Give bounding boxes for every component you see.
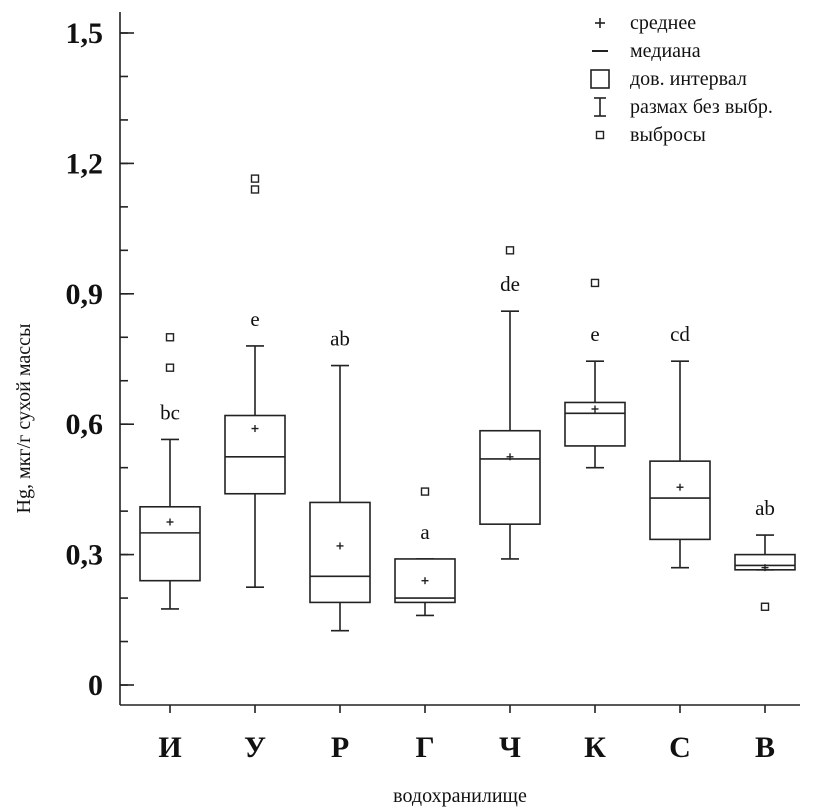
outlier-point bbox=[590, 278, 600, 288]
group-letter: ab bbox=[755, 496, 775, 520]
outlier-point bbox=[165, 363, 175, 372]
group-letter: e bbox=[250, 307, 259, 331]
box-И: bc bbox=[139, 333, 201, 610]
legend-label: медиана bbox=[630, 40, 701, 62]
x-tick-label: В bbox=[755, 731, 775, 764]
iqr-box bbox=[564, 401, 626, 447]
axes bbox=[119, 12, 800, 706]
box-Ч: de bbox=[479, 246, 541, 560]
box-Р: ab bbox=[309, 327, 371, 632]
outlier-point bbox=[760, 602, 770, 611]
legend-item-plus: среднее bbox=[595, 12, 696, 34]
x-tick-label: К bbox=[584, 731, 606, 764]
box-В: ab bbox=[734, 496, 796, 611]
box-Г: a bbox=[394, 487, 456, 617]
group-letter: ab bbox=[330, 327, 350, 351]
iqr-box bbox=[649, 460, 711, 541]
iqr-box bbox=[139, 505, 201, 582]
y-tick-label: 1,5 bbox=[66, 17, 104, 50]
box-К: e bbox=[564, 278, 626, 469]
legend-label: дов. интервал bbox=[630, 68, 747, 90]
legend: среднее медиана дов. интервал размах без вы… bbox=[590, 12, 773, 146]
y-tick-label: 0,6 bbox=[66, 408, 104, 441]
group-letter: a bbox=[420, 520, 430, 544]
group-letter: bc bbox=[160, 400, 180, 424]
y-tick-label: 0,3 bbox=[66, 539, 104, 572]
y-tick-label: 1,2 bbox=[66, 147, 104, 180]
legend-label: размах без выбр. bbox=[630, 96, 773, 118]
legend-small-square bbox=[595, 130, 605, 140]
group-letter: de bbox=[500, 272, 520, 296]
legend-item-small-square: выбросы bbox=[595, 124, 706, 146]
legend-box bbox=[590, 69, 610, 89]
legend-label: выбросы bbox=[630, 124, 706, 146]
outlier-point bbox=[165, 333, 175, 342]
x-tick-label: Р bbox=[331, 731, 349, 764]
x-tick-label: Ч bbox=[499, 731, 521, 764]
outlier-point bbox=[250, 185, 260, 194]
outlier-point bbox=[420, 487, 430, 496]
x-axis-title: водохранилище bbox=[393, 785, 527, 807]
x-tick-label: Г bbox=[415, 731, 434, 764]
y-tick-label: 0 bbox=[88, 669, 103, 702]
legend-item-box: дов. интервал bbox=[590, 68, 747, 90]
y-ticks: 0 0,3 0,6 0,9 1,2 1,5 И У Р Г Ч К С В bbox=[66, 17, 776, 764]
legend-item-dash: медиана bbox=[592, 40, 701, 62]
legend-item-whisker: размах без выбр. bbox=[594, 96, 773, 118]
y-tick-label: 0,9 bbox=[66, 278, 104, 311]
x-tick-label: У bbox=[244, 731, 266, 764]
box-У: e bbox=[224, 174, 286, 589]
group-letter: cd bbox=[670, 322, 690, 346]
legend-label: среднее bbox=[630, 12, 696, 34]
x-tick-label: И bbox=[158, 731, 181, 764]
boxes: bc e ab a de e cd ab bbox=[139, 174, 796, 632]
x-tick-label: С bbox=[669, 731, 691, 764]
iqr-box bbox=[309, 501, 371, 604]
box-С: cd bbox=[649, 322, 711, 569]
group-letter: e bbox=[590, 322, 599, 346]
outlier-point bbox=[505, 246, 515, 255]
y-axis-title: Hg, мкг/г сухой массы bbox=[13, 324, 35, 514]
iqr-box bbox=[479, 429, 541, 525]
outlier-point bbox=[250, 174, 260, 183]
